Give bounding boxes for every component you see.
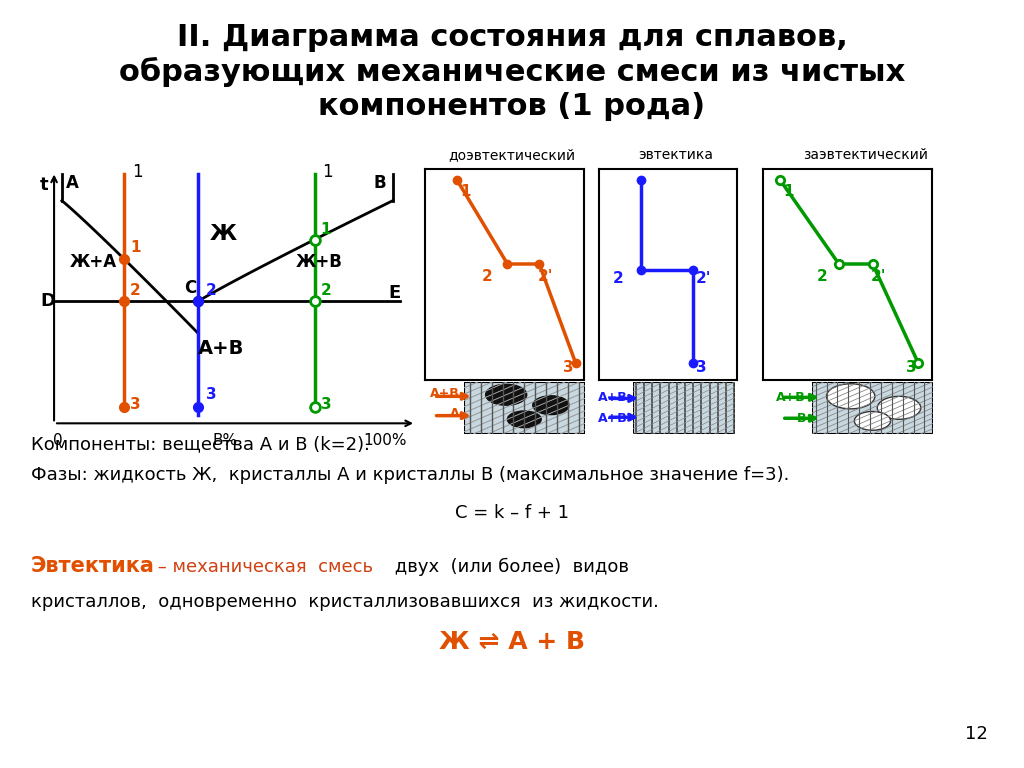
Text: 1: 1 <box>321 221 331 237</box>
Text: 1: 1 <box>132 163 142 181</box>
Text: 2: 2 <box>206 283 216 298</box>
Text: B: B <box>373 174 386 191</box>
Text: кристаллов,  одновременно  кристаллизовавшихся  из жидкости.: кристаллов, одновременно кристаллизовавш… <box>31 593 658 611</box>
Text: II. Диаграмма состояния для сплавов,
образующих механические смеси из чистых
ком: II. Диаграмма состояния для сплавов, обр… <box>119 23 905 121</box>
Text: Ж: Ж <box>210 224 237 244</box>
Text: Эвтектика: Эвтектика <box>31 556 155 576</box>
Text: A+B: A+B <box>430 387 460 399</box>
Text: C: C <box>184 280 197 297</box>
Text: заэвтектический: заэвтектический <box>803 148 928 162</box>
Text: D: D <box>41 293 55 310</box>
Text: 2': 2' <box>871 269 887 284</box>
Ellipse shape <box>485 384 526 406</box>
Text: A+B: A+B <box>598 392 628 404</box>
Text: 1: 1 <box>783 184 794 200</box>
Ellipse shape <box>532 396 569 415</box>
Text: 2: 2 <box>482 269 493 284</box>
Text: Ж+А: Ж+А <box>70 253 117 271</box>
Text: 2: 2 <box>130 283 140 298</box>
Ellipse shape <box>826 384 874 409</box>
Text: A: A <box>451 408 460 420</box>
Text: t: t <box>40 176 49 194</box>
Text: Компоненты: вещества А и В (k=2).: Компоненты: вещества А и В (k=2). <box>31 435 370 453</box>
Text: 1: 1 <box>323 163 333 181</box>
Text: 0: 0 <box>53 432 62 448</box>
Text: Фазы: жидкость Ж,  кристаллы А и кристаллы В (максимальное значение f=3).: Фазы: жидкость Ж, кристаллы А и кристалл… <box>31 466 790 484</box>
Text: 3: 3 <box>321 397 331 412</box>
Text: С = k – f + 1: С = k – f + 1 <box>455 505 569 522</box>
Text: A: A <box>66 174 79 191</box>
Text: 3: 3 <box>130 397 140 412</box>
Ellipse shape <box>878 396 921 419</box>
Text: – механическая  смесь: – механическая смесь <box>152 558 373 576</box>
Text: Ж+В: Ж+В <box>295 253 342 271</box>
Ellipse shape <box>854 412 891 430</box>
Text: E: E <box>389 284 401 303</box>
Text: 2': 2' <box>538 269 553 284</box>
Text: 2: 2 <box>612 271 624 286</box>
Text: 100%: 100% <box>364 432 407 448</box>
Text: А+В: А+В <box>198 339 245 359</box>
Text: A+B: A+B <box>598 412 628 425</box>
Text: двух  (или более)  видов: двух (или более) видов <box>389 558 629 576</box>
Text: 1: 1 <box>130 240 140 256</box>
Text: 3: 3 <box>696 359 707 375</box>
Text: 12: 12 <box>966 725 988 743</box>
Text: эвтектика: эвтектика <box>638 148 714 162</box>
Text: 2: 2 <box>321 283 332 298</box>
Text: 2: 2 <box>817 269 827 284</box>
Text: 1: 1 <box>460 184 470 200</box>
Text: 3: 3 <box>906 359 918 375</box>
Text: A+B: A+B <box>776 392 806 404</box>
Ellipse shape <box>507 411 542 428</box>
Text: B%: B% <box>213 432 238 448</box>
Text: доэвтектический: доэвтектический <box>449 148 575 162</box>
Text: B: B <box>797 412 806 425</box>
Text: 3: 3 <box>563 359 573 375</box>
Text: 2': 2' <box>696 271 712 286</box>
Text: 3: 3 <box>206 388 216 402</box>
Text: Ж ⇌ А + В: Ж ⇌ А + В <box>439 630 585 654</box>
